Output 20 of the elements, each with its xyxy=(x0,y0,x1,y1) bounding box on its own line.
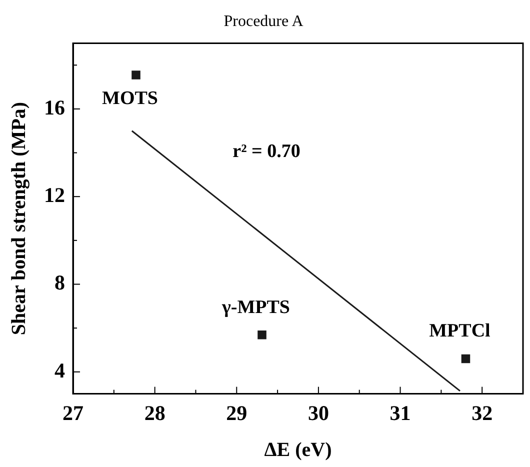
y-tick-label: 16 xyxy=(44,95,65,120)
x-tick-label: 30 xyxy=(308,400,329,425)
y-axis-title: Shear bond strength (MPa) xyxy=(8,102,30,336)
x-axis-title: ΔE (eV) xyxy=(264,439,332,462)
x-tick-label: 31 xyxy=(390,400,411,425)
annotation: MOTS xyxy=(102,88,158,109)
point xyxy=(258,330,266,340)
annotation: γ-MPTS xyxy=(221,296,290,318)
x-tick-label: 28 xyxy=(144,400,166,425)
annotation: MPTCl xyxy=(429,320,490,342)
x-tick-label: 32 xyxy=(472,400,493,425)
point xyxy=(132,70,140,80)
chart-title: Procedure A xyxy=(224,12,304,30)
x-tick-label: 29 xyxy=(226,400,248,425)
y-tick-label: 4 xyxy=(54,358,66,382)
point xyxy=(461,354,470,364)
y-tick-label: 12 xyxy=(44,183,65,208)
annotation: r² = 0.70 xyxy=(232,140,300,162)
x-tick-label: 27 xyxy=(62,400,84,425)
y-tick-label: 8 xyxy=(54,270,65,295)
